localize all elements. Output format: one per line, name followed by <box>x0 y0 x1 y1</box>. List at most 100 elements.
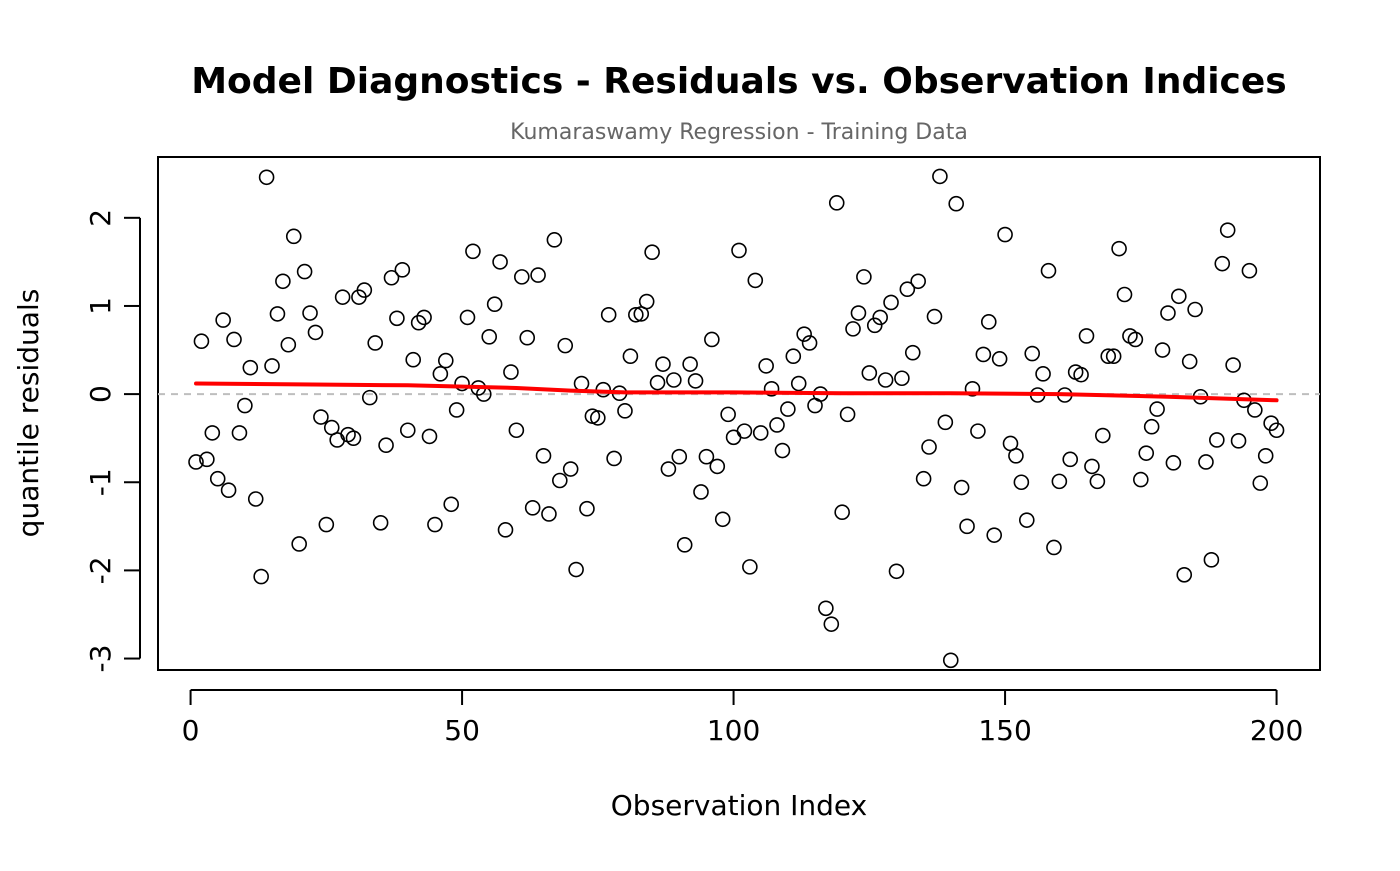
data-point <box>693 484 709 500</box>
data-point <box>1225 357 1241 373</box>
x-tick-label: 200 <box>1250 714 1303 747</box>
data-point <box>714 511 731 528</box>
data-point <box>367 335 384 351</box>
data-point <box>356 282 373 298</box>
data-point <box>557 337 574 354</box>
data-point <box>704 331 720 348</box>
data-point <box>492 254 508 270</box>
data-point <box>389 310 405 327</box>
data-point <box>1165 455 1182 471</box>
data-point <box>1116 286 1133 303</box>
data-point <box>742 559 758 575</box>
data-point <box>199 451 215 468</box>
data-point <box>318 516 335 533</box>
data-point <box>1257 448 1274 464</box>
data-point <box>275 273 291 290</box>
data-point <box>579 500 595 517</box>
data-point <box>1018 512 1035 528</box>
data-points <box>188 168 1285 669</box>
data-point <box>628 306 644 323</box>
data-point <box>497 522 514 538</box>
y-axis: -3 -2 -1 0 1 2 <box>84 209 141 673</box>
data-point <box>247 491 264 507</box>
data-point <box>818 600 834 617</box>
data-point <box>861 365 878 381</box>
data-point <box>1105 348 1122 365</box>
smooth-trend-line <box>194 381 1279 403</box>
data-point <box>671 448 688 465</box>
data-point <box>264 358 280 374</box>
data-point <box>676 537 693 553</box>
data-point <box>437 352 454 369</box>
data-point <box>405 351 422 368</box>
data-point <box>780 401 796 417</box>
data-point <box>302 305 318 321</box>
data-point <box>1203 552 1220 568</box>
data-point <box>535 448 552 464</box>
data-point <box>465 243 481 260</box>
data-point <box>769 417 785 433</box>
data-point <box>1035 366 1051 382</box>
data-point <box>242 359 259 376</box>
data-point <box>410 314 427 331</box>
data-point <box>1040 262 1057 279</box>
data-point <box>747 272 764 289</box>
data-point <box>682 356 698 372</box>
data-point <box>1214 255 1231 272</box>
data-point <box>736 423 753 439</box>
data-point <box>552 472 568 489</box>
data-point <box>399 422 416 439</box>
data-point <box>546 232 563 248</box>
data-point <box>687 373 704 389</box>
data-point <box>638 293 655 310</box>
data-point <box>970 423 986 439</box>
data-point <box>1084 458 1100 475</box>
y-tick-label: -3 <box>84 645 117 673</box>
data-point <box>1247 402 1263 418</box>
data-point <box>866 317 883 334</box>
data-point <box>1268 422 1285 439</box>
data-point <box>280 336 297 353</box>
data-point <box>307 324 324 341</box>
data-point <box>383 269 400 286</box>
data-point <box>790 375 807 392</box>
data-point <box>850 305 867 321</box>
data-point <box>372 514 389 531</box>
data-point <box>1209 432 1225 448</box>
data-point <box>1051 473 1068 490</box>
y-tick-label: -1 <box>84 468 117 496</box>
data-point <box>980 314 997 330</box>
data-point <box>215 312 231 328</box>
data-point <box>1073 366 1089 383</box>
data-point <box>709 458 726 475</box>
data-point <box>1149 401 1165 417</box>
data-point <box>541 506 557 522</box>
data-point <box>329 432 345 448</box>
data-point <box>519 329 536 346</box>
data-point <box>1143 418 1160 435</box>
data-point <box>1252 475 1269 491</box>
data-point <box>720 406 736 423</box>
data-point <box>986 527 1003 543</box>
data-point <box>573 375 590 392</box>
data-point <box>1089 473 1106 490</box>
data-point <box>361 389 378 406</box>
data-point <box>877 372 894 388</box>
data-point <box>209 470 226 487</box>
data-point <box>486 296 503 313</box>
data-point <box>997 226 1013 243</box>
data-point <box>1127 331 1144 348</box>
data-point <box>459 309 476 326</box>
data-point <box>1008 448 1024 464</box>
data-point <box>921 439 937 455</box>
data-point <box>894 370 910 387</box>
data-point <box>1230 433 1247 449</box>
data-point <box>834 504 850 521</box>
chart-subtitle: Kumaraswamy Regression - Training Data <box>510 120 968 145</box>
data-point <box>872 309 888 326</box>
plot-frame <box>157 156 1321 671</box>
data-point <box>345 430 362 446</box>
y-tick-label: 1 <box>84 297 117 315</box>
data-point <box>991 351 1008 367</box>
data-point <box>888 563 905 580</box>
